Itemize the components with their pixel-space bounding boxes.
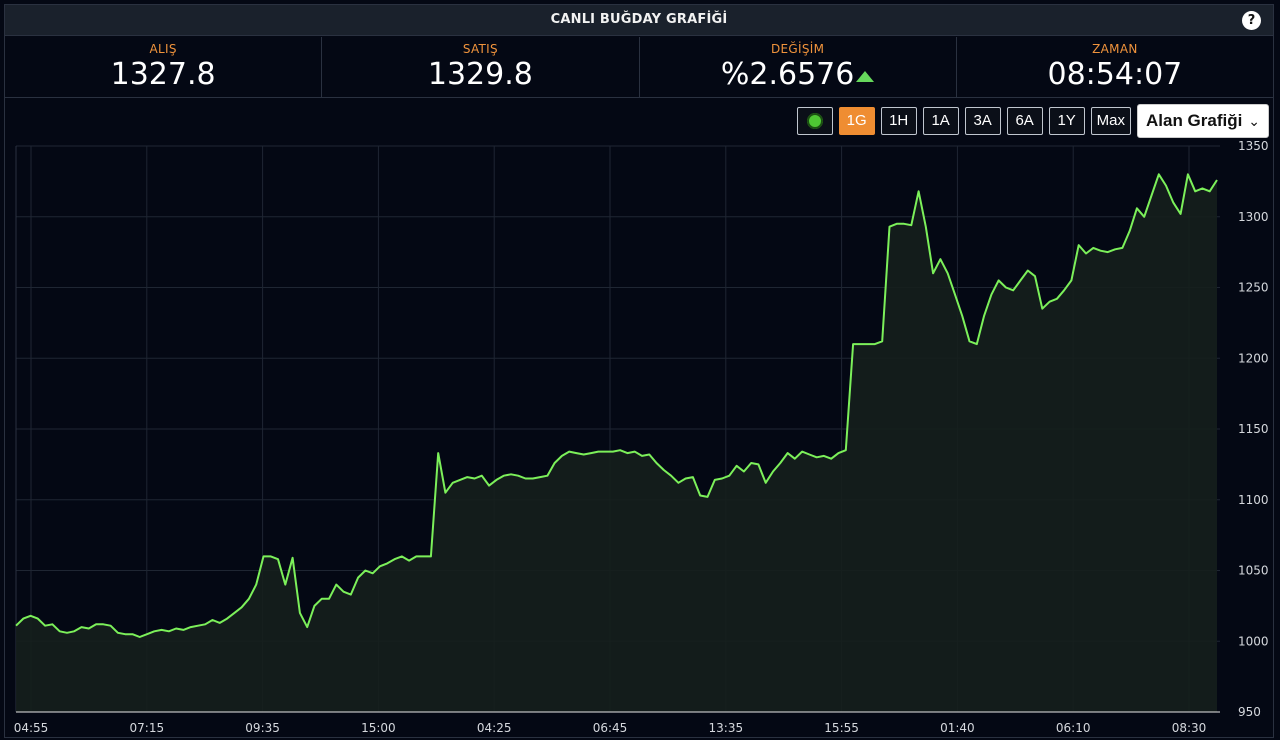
- stat-change-value: %2.6576: [720, 57, 855, 92]
- title-bar: CANLI BUĞDAY GRAFİĞİ ?: [5, 5, 1273, 36]
- widget-frame: [4, 4, 1274, 738]
- y-tick-label: 1100: [1238, 493, 1269, 507]
- stat-ask-value: 1329.8: [427, 57, 533, 92]
- y-tick-label: 1300: [1238, 210, 1269, 224]
- chevron-down-icon: ⌄: [1248, 113, 1260, 129]
- range-button-1y[interactable]: 1Y: [1048, 107, 1085, 135]
- stats-bar: ALIŞ 1327.8 SATIŞ 1329.8 DEĞİŞİM %2.6576…: [5, 37, 1273, 98]
- range-button-1a[interactable]: 1A: [922, 107, 959, 135]
- y-tick-label: 1000: [1238, 634, 1269, 648]
- x-tick-label: 04:25: [477, 721, 512, 735]
- stat-bid-label: ALIŞ: [149, 42, 177, 56]
- stat-change-label: DEĞİŞİM: [770, 42, 825, 56]
- series-line: [15, 173, 1218, 638]
- trend-up-icon: [856, 71, 875, 82]
- stat-ask: SATIŞ 1329.8: [322, 37, 640, 97]
- x-tick-label: 15:00: [361, 721, 396, 735]
- x-tick-label: 06:10: [1056, 721, 1091, 735]
- y-tick-label: 1350: [1238, 140, 1269, 153]
- x-tick-label: 09:35: [245, 721, 280, 735]
- range-button-1g[interactable]: 1G: [838, 107, 875, 135]
- range-button-max[interactable]: Max: [1090, 107, 1131, 135]
- page-title: CANLI BUĞDAY GRAFİĞİ: [550, 12, 728, 27]
- stat-change-row: %2.6576: [640, 57, 956, 92]
- y-tick-label: 1050: [1238, 564, 1269, 578]
- range-button-3a[interactable]: 3A: [964, 107, 1001, 135]
- range-button-1h[interactable]: 1H: [880, 107, 917, 135]
- x-tick-label: 15:55: [824, 721, 859, 735]
- y-tick-label: 950: [1238, 705, 1261, 719]
- y-tick-label: 1150: [1238, 422, 1269, 436]
- x-tick-label: 06:45: [593, 721, 628, 735]
- stat-bid: ALIŞ 1327.8: [5, 37, 323, 97]
- stat-change: DEĞİŞİM %2.6576: [640, 37, 957, 97]
- y-tick-label: 1200: [1238, 351, 1269, 365]
- x-tick-label: 13:35: [709, 721, 744, 735]
- stat-bid-value: 1327.8: [110, 57, 216, 92]
- price-chart: 950 1000 1050 1100 1150 1200 1250 1300 1350 04:55…: [14, 140, 1269, 735]
- chart-toolbar: 1G 1H 1A 3A 6A 1Y Max Alan Grafiği ⌄: [796, 104, 1269, 138]
- range-button-6a[interactable]: 6A: [1006, 107, 1043, 135]
- help-icon[interactable]: ?: [1242, 11, 1261, 30]
- y-tick-label: 1250: [1238, 281, 1269, 295]
- x-tick-label: 04:55: [14, 721, 49, 735]
- stat-time-value: 08:54:07: [1047, 57, 1183, 92]
- live-toggle-button[interactable]: [796, 107, 833, 135]
- stat-ask-label: SATIŞ: [462, 42, 498, 56]
- chart-type-select[interactable]: Alan Grafiği ⌄: [1137, 104, 1269, 138]
- live-indicator-icon: [806, 113, 823, 129]
- x-tick-label: 08:30: [1172, 721, 1207, 735]
- x-tick-label: 07:15: [130, 721, 165, 735]
- stat-time-label: ZAMAN: [1092, 42, 1138, 56]
- chart-type-value: Alan Grafiği: [1146, 111, 1243, 130]
- x-tick-label: 01:40: [940, 721, 975, 735]
- stat-time: ZAMAN 08:54:07: [957, 37, 1273, 97]
- series-area: [16, 174, 1217, 713]
